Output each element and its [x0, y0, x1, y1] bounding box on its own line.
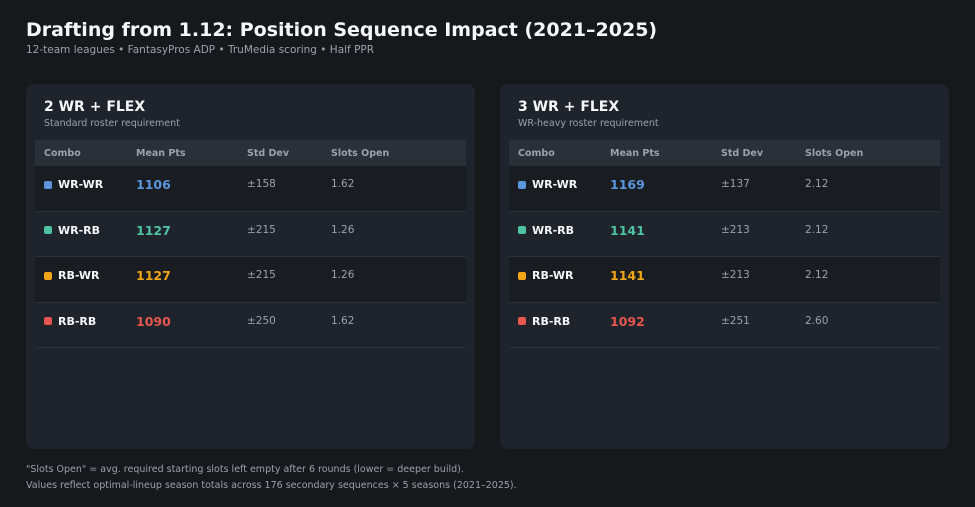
- slots-open-cell: 1.62: [331, 178, 355, 190]
- panel-title: 3 WR + FLEX: [518, 99, 620, 115]
- table-row: RB-RB 1090 ±250 1.62: [35, 302, 466, 348]
- table-row: WR-RB 1141 ±213 2.12: [509, 211, 940, 257]
- table-row: RB-WR 1141 ±213 2.12: [509, 257, 940, 303]
- panel-subtitle: WR-heavy roster requirement: [518, 118, 659, 129]
- color-swatch: [44, 180, 52, 189]
- mean-points-cell: 1169: [610, 177, 645, 192]
- stats-table: Combo Mean Pts Std Dev Slots Open WR-WR 1106 ±…: [35, 140, 466, 348]
- table-header: Combo Mean Pts Std Dev Slots Open: [35, 140, 466, 166]
- combo-cell: RB-RB: [518, 315, 570, 328]
- combo-label: WR-WR: [58, 178, 104, 191]
- column-header: Mean Pts: [610, 148, 660, 159]
- slots-open-cell: 2.12: [805, 269, 829, 281]
- combo-label: RB-WR: [58, 269, 100, 282]
- table-row: WR-RB 1127 ±215 1.26: [35, 211, 466, 257]
- stats-table: Combo Mean Pts Std Dev Slots Open WR-WR 1169 ±…: [509, 140, 940, 348]
- table-row: WR-WR 1106 ±158 1.62: [35, 166, 466, 212]
- std-dev-cell: ±215: [247, 223, 276, 236]
- slots-open-cell: 1.26: [331, 223, 355, 236]
- mean-points-cell: 1106: [136, 177, 171, 192]
- color-swatch: [518, 180, 526, 189]
- mean-points-cell: 1127: [136, 222, 171, 238]
- combo-cell: RB-WR: [518, 269, 574, 282]
- table-row: WR-WR 1169 ±137 2.12: [509, 166, 940, 212]
- combo-cell: WR-RB: [44, 224, 100, 237]
- slots-open-cell: 2.12: [805, 223, 829, 236]
- table-header: Combo Mean Pts Std Dev Slots Open: [509, 140, 940, 166]
- panel-subtitle: Standard roster requirement: [44, 118, 180, 129]
- std-dev-cell: ±250: [247, 314, 276, 327]
- std-dev-cell: ±213: [721, 223, 750, 236]
- combo-label: WR-RB: [58, 223, 101, 237]
- mean-points-cell: 1141: [610, 222, 645, 238]
- combo-label: WR-RB: [532, 223, 575, 237]
- combo-label: RB-RB: [58, 314, 97, 328]
- page-title: Drafting from 1.12: Position Sequence Im…: [26, 19, 658, 41]
- panel-3wr-flex: 3 WR + FLEX WR-heavy roster requirement …: [500, 84, 949, 449]
- footnote-2: Values reflect optimal-lineup season tot…: [26, 480, 517, 491]
- combo-label: WR-WR: [532, 178, 578, 191]
- color-swatch: [44, 226, 52, 234]
- mean-points-cell: 1092: [610, 313, 645, 329]
- panel-2wr-flex: 2 WR + FLEX Standard roster requirement …: [26, 84, 475, 449]
- mean-points-cell: 1141: [610, 268, 645, 283]
- page-subtitle: 12-team leagues • FantasyPros ADP • TruM…: [26, 44, 375, 56]
- combo-label: RB-RB: [532, 314, 571, 328]
- combo-cell: WR-RB: [518, 224, 574, 237]
- slots-open-cell: 2.12: [805, 178, 829, 190]
- combo-label: RB-WR: [532, 269, 574, 282]
- column-header: Mean Pts: [136, 148, 186, 159]
- column-header: Slots Open: [805, 148, 864, 159]
- column-header: Std Dev: [721, 148, 764, 159]
- panel-title: 2 WR + FLEX: [44, 99, 146, 115]
- mean-points-cell: 1127: [136, 268, 171, 283]
- slots-open-cell: 1.26: [331, 269, 355, 281]
- mean-points-cell: 1090: [136, 313, 171, 329]
- column-header: Std Dev: [247, 148, 290, 159]
- color-swatch: [518, 271, 526, 280]
- std-dev-cell: ±158: [247, 178, 276, 190]
- combo-cell: RB-RB: [44, 315, 96, 328]
- column-header: Slots Open: [331, 148, 390, 159]
- color-swatch: [518, 226, 526, 234]
- combo-cell: RB-WR: [44, 269, 100, 282]
- slots-open-cell: 2.60: [805, 314, 829, 327]
- table-row: RB-WR 1127 ±215 1.26: [35, 257, 466, 303]
- combo-cell: WR-WR: [518, 178, 577, 191]
- std-dev-cell: ±137: [721, 178, 750, 190]
- table-row: RB-RB 1092 ±251 2.60: [509, 302, 940, 348]
- column-header: Combo: [518, 148, 555, 159]
- color-swatch: [44, 317, 52, 325]
- slots-open-cell: 1.62: [331, 314, 355, 327]
- column-header: Combo: [44, 148, 81, 159]
- footnote-1: "Slots Open" = avg. required starting sl…: [26, 464, 464, 475]
- color-swatch: [44, 271, 52, 280]
- std-dev-cell: ±251: [721, 314, 750, 327]
- std-dev-cell: ±213: [721, 269, 750, 281]
- std-dev-cell: ±215: [247, 269, 276, 281]
- color-swatch: [518, 317, 526, 325]
- combo-cell: WR-WR: [44, 178, 103, 191]
